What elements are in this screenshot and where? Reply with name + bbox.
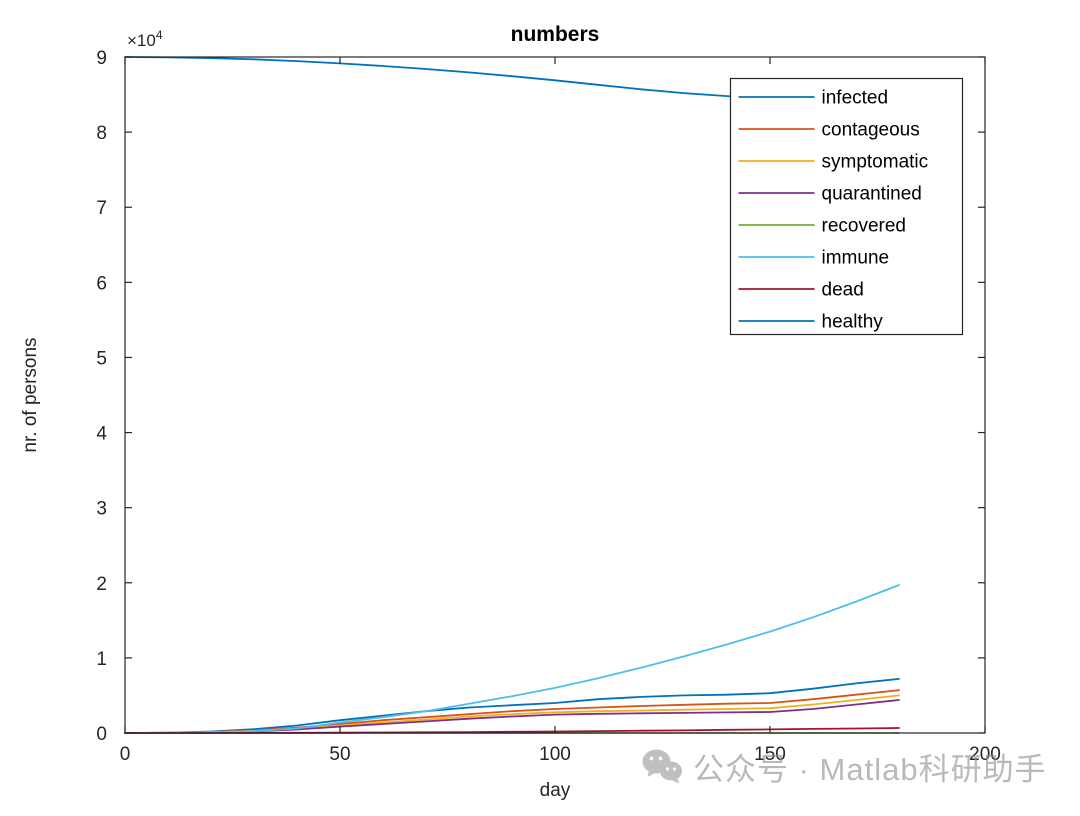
y-tick-label: 7 (96, 198, 107, 219)
series-line-infected (124, 678, 900, 734)
y-tick-label: 3 (96, 499, 107, 520)
legend: infected contageous symptomatic quarantined… (729, 77, 964, 336)
legend-label-healthy: healthy (822, 312, 884, 333)
legend-label-quarantined: quarantined (822, 184, 922, 205)
legend-label-infected: infected (822, 88, 889, 109)
x-tick-label: 200 (969, 744, 1001, 765)
x-tick-label: 0 (120, 744, 131, 765)
legend-label-immune: immune (822, 248, 890, 269)
y-tick-label: 5 (96, 348, 107, 369)
legend-label-dead: dead (822, 280, 864, 301)
y-tick-label: 4 (96, 424, 107, 445)
x-tick-label: 100 (539, 744, 571, 765)
y-tick-label: 8 (96, 123, 107, 144)
legend-label-contageous: contageous (822, 120, 920, 141)
y-tick-label: 6 (96, 273, 107, 294)
x-axis-label: day (540, 780, 571, 801)
y-tick-label: 1 (96, 649, 107, 670)
x-tick-label: 50 (329, 744, 350, 765)
legend-label-recovered: recovered (822, 216, 907, 237)
legend-box (729, 77, 964, 336)
y-axis-exponent: ×104 (127, 28, 163, 50)
series-line-immune (124, 584, 900, 734)
x-tick-label: 150 (754, 744, 786, 765)
axes-box: 0 50 100 150 200 0 1 2 3 4 5 6 7 8 9 (96, 48, 1000, 765)
y-tick-label: 0 (96, 724, 107, 745)
chart-title: numbers (511, 23, 600, 46)
y-tick-label: 9 (96, 48, 107, 69)
y-axis-label: nr. of persons (20, 337, 41, 452)
y-tick-label: 2 (96, 574, 107, 595)
legend-label-symptomatic: symptomatic (822, 152, 929, 173)
